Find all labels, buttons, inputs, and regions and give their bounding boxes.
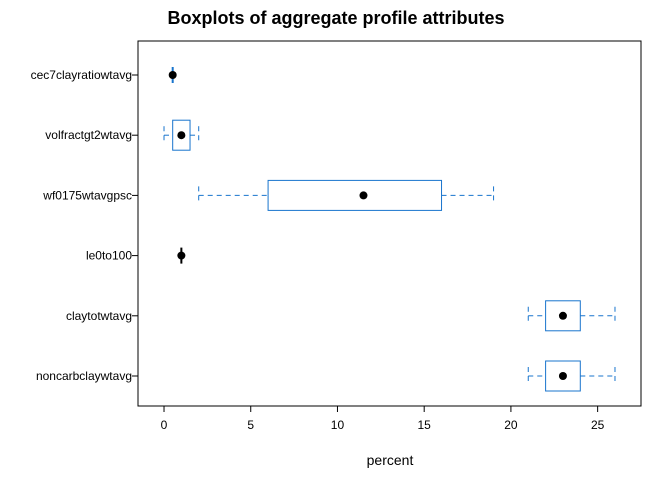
- median-point-noncarbclaywtavg: [558, 372, 567, 380]
- box-volfractgt2wtavg: [172, 119, 191, 151]
- y-axis-labels: cec7clayratiowtavg volfractgt2wtavg wf0175…: [31, 68, 138, 383]
- x-tick-label-4: 20: [504, 418, 518, 432]
- y-label-le0to100: le0to100: [86, 249, 132, 263]
- box-group-cec7clayratiowtavg: [168, 67, 177, 83]
- median-point-le0to100: [177, 251, 186, 260]
- chart-marks: [163, 67, 616, 392]
- y-label-volfractgt2wtavg: volfractgt2wtavg: [45, 128, 132, 142]
- box-claytotwtavg: [545, 300, 581, 332]
- box-group-noncarbclaywtavg: [527, 360, 616, 392]
- x-tick-label-0: 0: [161, 418, 168, 432]
- median-point-wf0175wtavgpsc: [359, 191, 368, 200]
- x-axis-label: percent: [367, 452, 414, 468]
- x-tick-label-2: 10: [331, 418, 345, 432]
- x-axis: 0 5 10 15 20 25: [161, 406, 605, 432]
- x-tick-label-3: 15: [418, 418, 432, 432]
- median-point-volfractgt2wtavg: [177, 131, 186, 140]
- y-label-noncarbclaywtavg: noncarbclaywtavg: [36, 369, 132, 383]
- box-wf0175wtavgpsc: [267, 179, 443, 211]
- plot-frame: [137, 40, 642, 407]
- x-tick-label-5: 25: [591, 418, 605, 432]
- median-point-cec7clayratiowtavg: [168, 71, 177, 79]
- y-label-wf0175wtavgpsc: wf0175wtavgpsc: [42, 188, 132, 202]
- box-group-volfractgt2wtavg: [163, 119, 200, 151]
- median-point-claytotwtavg: [558, 311, 567, 320]
- chart-title: Boxplots of aggregate profile attributes: [167, 8, 504, 28]
- box-group-wf0175wtavgpsc: [198, 179, 495, 211]
- box-group-le0to100: [177, 247, 186, 264]
- y-label-claytotwtavg: claytotwtavg: [66, 309, 132, 323]
- y-label-cec7clayratiowtavg: cec7clayratiowtavg: [31, 68, 132, 82]
- box-noncarbclaywtavg: [545, 360, 581, 392]
- x-tick-label-1: 5: [247, 418, 254, 432]
- box-group-claytotwtavg: [527, 300, 616, 332]
